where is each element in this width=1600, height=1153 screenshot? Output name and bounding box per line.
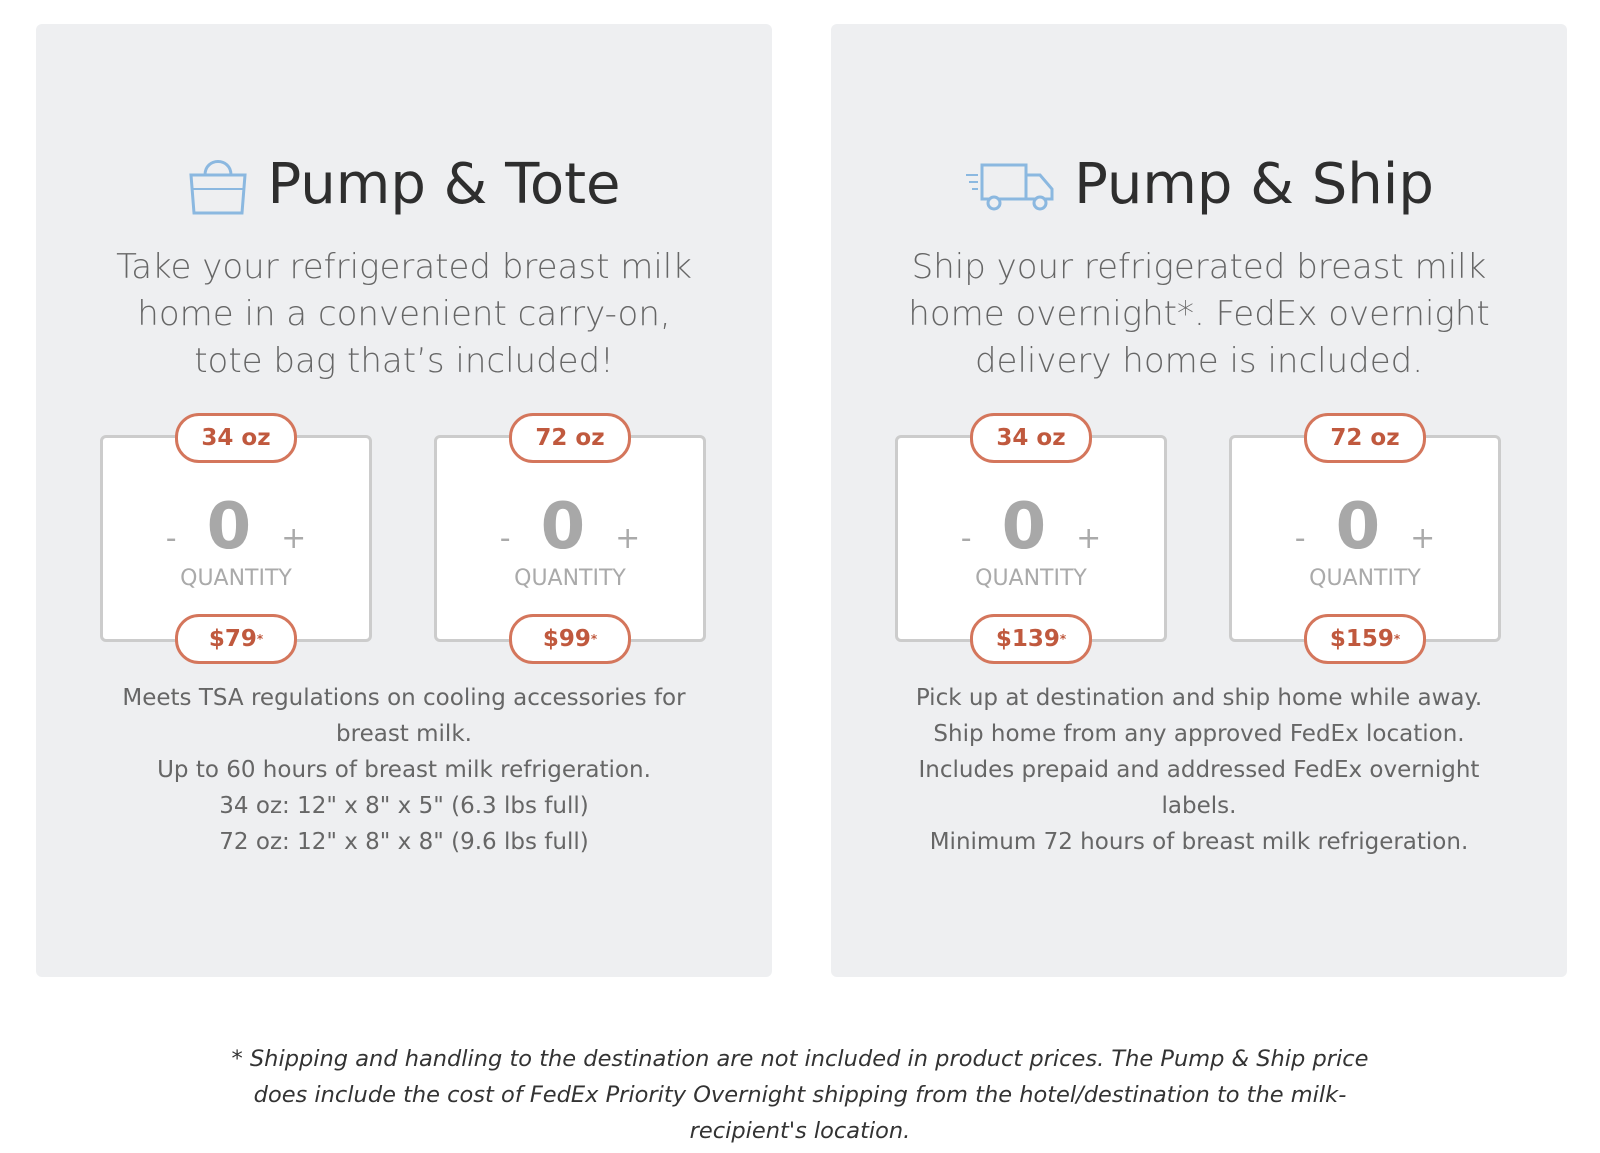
size-badge: 34 oz — [970, 413, 1092, 463]
quantity-value: 0 — [1001, 490, 1047, 564]
size-badge: 34 oz — [175, 413, 297, 463]
option-card: 72 oz -0 + QUANTITY $99 * — [434, 413, 706, 664]
increment-button[interactable]: + — [1410, 521, 1436, 556]
product-panel: Pump & Tote Take your refrigerated breas… — [36, 24, 772, 977]
product-description: Take your refrigerated breast milk home … — [116, 247, 692, 381]
quantity-control: -0 + — [898, 490, 1164, 564]
feature: Ship home from any approved FedEx locati… — [933, 721, 1465, 747]
quantity-value: 0 — [1335, 490, 1381, 564]
tote-icon — [189, 159, 248, 214]
feature: 34 oz: 12" x 8" x 5" (6.3 lbs full) — [219, 793, 589, 819]
decrement-button[interactable]: - — [960, 521, 972, 556]
feature-list: Meets TSA regulations on cooling accesso… — [96, 680, 712, 860]
option-card: 72 oz -0 + QUANTITY $159 * — [1229, 413, 1501, 664]
panel-header: Pump & Ship — [831, 152, 1567, 217]
feature-list: Pick up at destination and ship home whi… — [891, 680, 1507, 860]
price-badge: $79 * — [175, 614, 297, 664]
product-description: Ship your refrigerated breast milk home … — [908, 247, 1490, 381]
quantity-value: 0 — [206, 490, 252, 564]
price-note: * — [590, 632, 598, 646]
price: $99 — [542, 626, 591, 652]
price: $139 — [995, 626, 1060, 652]
option-card: 34 oz -0 + QUANTITY $139 * — [895, 413, 1167, 664]
decrement-button[interactable]: - — [1294, 521, 1306, 556]
quantity-label: QUANTITY — [1309, 566, 1421, 591]
decrement-button[interactable]: - — [165, 521, 177, 556]
product-title: Pump & Tote — [267, 152, 621, 217]
quantity-control: -0 + — [437, 490, 703, 564]
product-panel: Pump & Ship Ship your refrigerated breas… — [831, 24, 1567, 977]
quantity-value: 0 — [540, 490, 586, 564]
feature: Up to 60 hours of breast milk refrigerat… — [157, 757, 651, 783]
quantity-label: QUANTITY — [180, 566, 292, 591]
feature: Minimum 72 hours of breast milk refriger… — [929, 829, 1469, 855]
price-badge: $99 * — [509, 614, 631, 664]
option-card: 34 oz -0 + QUANTITY $79 * — [100, 413, 372, 664]
feature: Meets TSA regulations on cooling accesso… — [122, 685, 686, 747]
size-badge: 72 oz — [509, 413, 631, 463]
increment-button[interactable]: + — [281, 521, 307, 556]
footnote: * Shipping and handling to the destinati… — [231, 1046, 1369, 1144]
quantity-control: -0 + — [103, 490, 369, 564]
price: $159 — [1329, 626, 1394, 652]
price-note: * — [1059, 632, 1067, 646]
increment-button[interactable]: + — [615, 521, 641, 556]
quantity-label: QUANTITY — [975, 566, 1087, 591]
feature: Pick up at destination and ship home whi… — [915, 685, 1483, 711]
truck-icon — [966, 163, 1054, 210]
size-badge: 72 oz — [1304, 413, 1426, 463]
decrement-button[interactable]: - — [499, 521, 511, 556]
quantity-label: QUANTITY — [514, 566, 626, 591]
product-title: Pump & Ship — [1074, 152, 1434, 217]
feature: 72 oz: 12" x 8" x 8" (9.6 lbs full) — [219, 829, 589, 855]
price-note: * — [256, 632, 264, 646]
price-badge: $139 * — [970, 614, 1092, 664]
panel-header: Pump & Tote — [36, 152, 772, 217]
quantity-control: -0 + — [1232, 490, 1498, 564]
price-badge: $159 * — [1304, 614, 1426, 664]
price: $79 — [208, 626, 257, 652]
increment-button[interactable]: + — [1076, 521, 1102, 556]
price-note: * — [1393, 632, 1401, 646]
feature: Includes prepaid and addressed FedEx ove… — [918, 757, 1480, 819]
